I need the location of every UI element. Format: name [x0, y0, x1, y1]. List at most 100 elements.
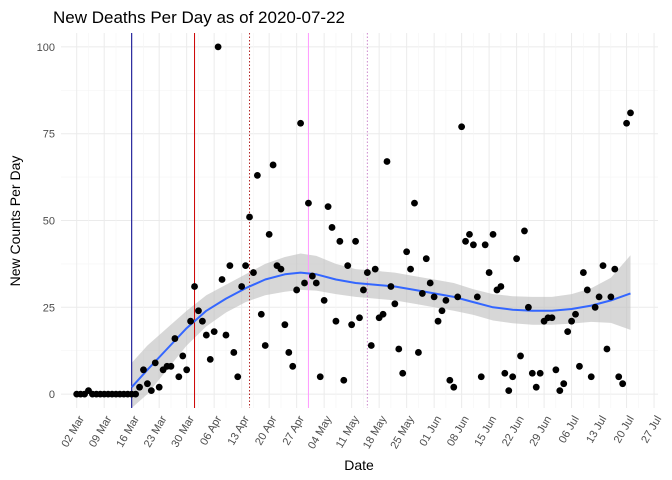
- data-point: [242, 262, 249, 270]
- data-point: [305, 199, 312, 207]
- data-point: [348, 321, 356, 329]
- data-point: [360, 286, 367, 294]
- data-point: [466, 230, 473, 238]
- data-point: [316, 373, 324, 381]
- data-point: [481, 241, 489, 249]
- data-point: [147, 387, 155, 395]
- data-point: [505, 387, 513, 395]
- data-point: [195, 307, 202, 315]
- data-point: [332, 317, 340, 325]
- data-point: [403, 248, 411, 256]
- data-point: [418, 290, 426, 297]
- data-point: [462, 237, 469, 245]
- x-tick-label: 15 Jun: [472, 414, 499, 449]
- data-point: [572, 310, 579, 318]
- data-point: [202, 331, 210, 339]
- data-point: [340, 376, 348, 384]
- data-point: [411, 199, 418, 207]
- data-point: [179, 352, 187, 360]
- data-point: [552, 366, 560, 374]
- data-point: [579, 269, 587, 276]
- data-point: [277, 265, 285, 273]
- data-point: [485, 269, 493, 276]
- x-tick-label: 29 Jun: [527, 414, 554, 449]
- data-point: [532, 383, 540, 391]
- data-point: [473, 293, 481, 301]
- data-point: [136, 383, 143, 391]
- data-point: [198, 317, 206, 325]
- data-point: [387, 283, 395, 290]
- data-point: [383, 158, 391, 165]
- data-point: [599, 262, 607, 270]
- smooth-fit-line: [130, 271, 631, 388]
- data-point: [603, 345, 611, 353]
- data-point: [144, 380, 151, 388]
- y-axis-title: New Counts Per Day: [7, 156, 23, 287]
- data-point: [297, 119, 304, 127]
- data-point: [536, 369, 544, 377]
- data-point: [430, 293, 438, 301]
- data-point: [438, 307, 446, 315]
- data-point: [591, 303, 599, 311]
- x-tick-label: 04 May: [306, 414, 335, 452]
- data-point: [619, 380, 627, 388]
- data-point: [250, 269, 257, 276]
- data-point: [171, 335, 179, 342]
- y-tick-label: 25: [43, 302, 55, 314]
- data-point: [261, 342, 269, 349]
- x-tick-label: 30 Mar: [169, 414, 197, 450]
- data-point: [187, 317, 195, 325]
- x-tick-label: 27 Jul: [639, 414, 664, 445]
- data-point: [175, 373, 183, 381]
- data-point: [513, 255, 521, 263]
- data-point: [509, 373, 517, 381]
- data-point: [560, 380, 568, 388]
- data-point: [517, 352, 524, 360]
- data-point: [234, 373, 242, 381]
- data-point: [470, 241, 477, 249]
- y-tick-label: 75: [43, 129, 55, 141]
- data-point: [524, 303, 532, 311]
- data-point: [320, 296, 328, 304]
- data-point: [210, 328, 218, 336]
- x-tick-label: 25 May: [388, 413, 417, 451]
- data-point: [501, 369, 509, 377]
- data-point: [352, 237, 359, 245]
- x-tick-label: 22 Jun: [500, 414, 527, 449]
- data-point: [281, 321, 289, 329]
- data-point: [363, 269, 371, 276]
- data-point: [269, 161, 277, 169]
- data-point: [615, 373, 623, 381]
- data-point: [627, 109, 634, 117]
- data-point: [344, 262, 352, 270]
- x-tick-label: 13 Apr: [226, 414, 252, 448]
- x-tick-label: 08 Jun: [445, 414, 472, 449]
- x-axis-ticks: 02 Mar 09 Mar 16 Mar 23 Mar 30 Mar 06 Apr 13 A…: [59, 413, 664, 451]
- data-point: [446, 376, 454, 384]
- data-point: [497, 283, 505, 290]
- x-tick-label: 18 May: [361, 413, 390, 451]
- data-point: [289, 362, 297, 370]
- x-tick-label: 11 May: [334, 413, 362, 450]
- data-point: [222, 331, 230, 339]
- data-point: [576, 362, 583, 370]
- data-point: [226, 262, 234, 270]
- reference-lines: [131, 33, 368, 408]
- x-tick-label: 23 Mar: [142, 414, 170, 450]
- data-point: [324, 203, 332, 211]
- data-point: [151, 359, 159, 367]
- data-point: [191, 283, 198, 290]
- data-point: [434, 317, 442, 325]
- data-point: [407, 265, 414, 273]
- data-point: [218, 276, 226, 283]
- y-axis-ticks: 0 25 50 75 100: [37, 42, 55, 401]
- data-point: [611, 265, 619, 273]
- data-point: [230, 349, 238, 356]
- data-point: [415, 349, 422, 356]
- data-point: [521, 227, 528, 235]
- data-point: [556, 387, 564, 395]
- x-tick-label: 01 Jun: [417, 414, 444, 449]
- confidence-band: [131, 253, 631, 408]
- data-point: [328, 224, 336, 231]
- data-point: [293, 286, 301, 294]
